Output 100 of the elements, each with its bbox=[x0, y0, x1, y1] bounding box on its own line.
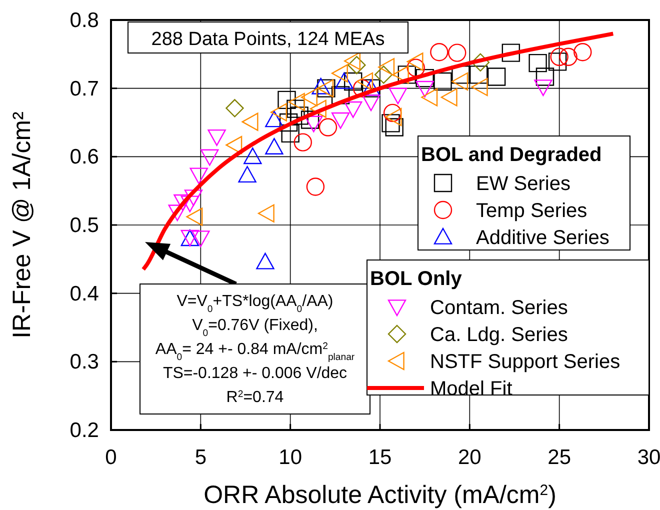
point bbox=[416, 80, 434, 98]
y-tick-label: 0.4 bbox=[70, 282, 100, 306]
point bbox=[416, 68, 434, 88]
point bbox=[200, 149, 219, 166]
point bbox=[294, 133, 312, 152]
point bbox=[382, 114, 400, 132]
point bbox=[487, 68, 506, 86]
point bbox=[184, 190, 203, 206]
annotation: R$^{2}$=0.74 bbox=[226, 388, 284, 406]
point bbox=[192, 230, 210, 248]
point bbox=[471, 53, 490, 72]
point bbox=[430, 43, 448, 62]
text: BOL Only bbox=[370, 268, 462, 290]
x-tick-label: 5 bbox=[194, 446, 207, 469]
point bbox=[383, 104, 402, 122]
legend-label: Temp Series bbox=[476, 200, 588, 222]
point bbox=[392, 66, 409, 84]
legend-label: NSTF Support Series bbox=[430, 351, 620, 373]
x-tick-label: 30 bbox=[637, 446, 660, 469]
point bbox=[470, 66, 488, 84]
point bbox=[344, 101, 362, 118]
point bbox=[186, 208, 203, 226]
point bbox=[440, 88, 458, 106]
point bbox=[536, 68, 554, 86]
y-tick-label: 0.7 bbox=[70, 77, 99, 100]
point bbox=[344, 72, 362, 91]
point bbox=[502, 44, 520, 62]
point bbox=[406, 52, 424, 71]
point bbox=[528, 54, 547, 72]
point bbox=[226, 136, 242, 154]
annotation: 288 Data Points, 124 MEAs bbox=[151, 29, 385, 50]
text: BOL and Degraded bbox=[421, 144, 602, 166]
x-tick-label: 25 bbox=[548, 446, 572, 469]
point bbox=[421, 88, 438, 106]
point bbox=[242, 112, 258, 131]
point bbox=[434, 72, 452, 91]
annotation: V$_{0}$=0.76V (Fixed), bbox=[192, 317, 318, 338]
point bbox=[374, 66, 393, 84]
y-tick-label: 0.6 bbox=[70, 146, 99, 169]
legend-label: Additive Series bbox=[476, 227, 610, 249]
point bbox=[331, 112, 350, 129]
point bbox=[348, 56, 366, 74]
point bbox=[406, 58, 425, 77]
point bbox=[300, 110, 320, 129]
point bbox=[550, 48, 568, 66]
annotation: TS=-0.128 +- 0.006 V/dec bbox=[162, 365, 348, 382]
point bbox=[238, 166, 256, 183]
point bbox=[471, 78, 488, 96]
point bbox=[312, 78, 330, 94]
point bbox=[306, 178, 325, 196]
point bbox=[270, 103, 287, 122]
point bbox=[258, 204, 274, 222]
point bbox=[388, 88, 408, 104]
point bbox=[256, 252, 274, 270]
y-tick-label: 0.3 bbox=[70, 350, 99, 374]
x-tick-label: 20 bbox=[458, 446, 482, 469]
y-tick-label: 0.8 bbox=[70, 9, 99, 32]
point bbox=[352, 79, 372, 98]
point bbox=[448, 44, 466, 62]
point bbox=[344, 52, 360, 70]
point bbox=[310, 100, 326, 118]
legend-label: Ca. Ldg. Series bbox=[430, 324, 568, 346]
point bbox=[265, 138, 284, 154]
y-axis-title: IR-Free V @ 1A/cm² bbox=[8, 112, 36, 338]
x-tick-label: 10 bbox=[278, 446, 302, 469]
point bbox=[385, 118, 404, 136]
point bbox=[398, 66, 416, 84]
point bbox=[362, 94, 380, 112]
point bbox=[452, 72, 468, 91]
point bbox=[278, 90, 296, 110]
point bbox=[318, 118, 338, 136]
point bbox=[279, 113, 298, 132]
point bbox=[168, 204, 186, 222]
point bbox=[378, 58, 395, 76]
point bbox=[559, 48, 578, 66]
legend-label: EW Series bbox=[476, 173, 570, 195]
point bbox=[288, 92, 305, 112]
annotation: V=V$_{0}$+TS*log(AA$_{0}$/AA) bbox=[176, 293, 334, 314]
point bbox=[385, 108, 402, 126]
point bbox=[208, 129, 226, 146]
y-tick-label: 0.2 bbox=[70, 419, 99, 442]
legend-label: Contam. Series bbox=[430, 297, 568, 319]
point bbox=[190, 168, 208, 184]
point bbox=[180, 196, 200, 212]
point bbox=[548, 52, 567, 71]
x-tick-label: 15 bbox=[368, 446, 392, 469]
point bbox=[244, 148, 262, 164]
point bbox=[331, 64, 348, 82]
x-axis-title: ORR Absolute Activity (mA/cm$^{2}$) bbox=[204, 481, 556, 509]
point bbox=[574, 43, 592, 62]
point bbox=[300, 88, 318, 106]
legend-label: Model Fit bbox=[430, 378, 513, 400]
point bbox=[281, 124, 300, 143]
point bbox=[335, 72, 354, 89]
y-tick-label: 0.5 bbox=[70, 214, 99, 237]
point bbox=[290, 106, 308, 125]
point bbox=[226, 99, 244, 118]
point bbox=[534, 80, 552, 96]
point bbox=[265, 110, 284, 128]
line-series bbox=[141, 32, 616, 272]
